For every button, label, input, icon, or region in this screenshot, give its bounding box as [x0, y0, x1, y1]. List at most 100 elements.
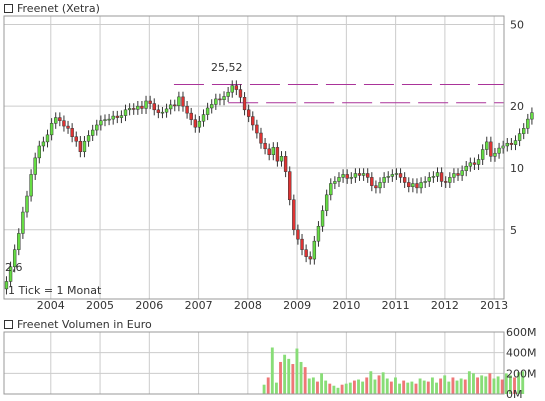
- volume-bar: [291, 364, 295, 394]
- volume-bar: [303, 367, 307, 394]
- volume-bar: [463, 379, 467, 394]
- candle-body: [386, 176, 390, 178]
- volume-bar: [361, 381, 365, 394]
- candle-body: [316, 226, 321, 242]
- volume-bar: [492, 378, 496, 394]
- candle-body: [197, 120, 202, 128]
- volume-bar: [451, 377, 455, 394]
- candle-body: [111, 115, 115, 120]
- candle-body: [275, 147, 280, 162]
- price-x-tick-label: 2010: [332, 299, 360, 312]
- candle-body: [168, 104, 173, 110]
- candle-body: [95, 124, 99, 131]
- candle-body: [456, 173, 460, 176]
- price-y-tick-label: 5: [510, 224, 517, 237]
- candle-body: [62, 120, 66, 127]
- candle-body: [526, 118, 530, 129]
- candle-body: [517, 133, 522, 141]
- resistance-lines: [173, 84, 504, 104]
- candle-body: [107, 118, 111, 121]
- candle-body: [448, 177, 452, 183]
- volume-bars: [262, 347, 525, 394]
- candle-body: [476, 159, 481, 165]
- price-legend-label: Freenet (Xetra): [17, 1, 100, 15]
- volume-bar: [459, 378, 463, 394]
- volume-bar: [328, 383, 332, 394]
- volume-bar: [480, 375, 484, 394]
- candle-body: [144, 100, 148, 109]
- volume-bar: [443, 375, 447, 394]
- candle-body: [160, 111, 165, 114]
- price-x-tick-label: 2006: [135, 299, 163, 312]
- candle-body: [345, 174, 349, 179]
- volume-bar: [484, 376, 488, 394]
- candle-body: [439, 172, 444, 182]
- candle-body: [271, 147, 275, 155]
- candle-body: [255, 124, 259, 134]
- volume-bar: [365, 377, 369, 394]
- candle-body: [472, 162, 477, 165]
- candle-body: [70, 128, 74, 137]
- candle-body: [210, 104, 214, 109]
- candle-body: [90, 129, 95, 136]
- volume-bar: [262, 384, 266, 394]
- candle-body: [8, 266, 13, 282]
- price-x-tick-labels: 2004 2005 2006 2007 2008 2009 2010 2011 2012 2013: [37, 299, 508, 312]
- volume-bar: [373, 379, 377, 394]
- volume-bar: [389, 381, 393, 394]
- volume-bar: [307, 378, 311, 394]
- candle-body: [296, 229, 300, 240]
- volume-legend-label: Freenet Volumen in Euro: [17, 317, 152, 331]
- volume-bar: [467, 371, 471, 394]
- volume-plot-frame: [3, 331, 505, 395]
- candle-body: [320, 210, 325, 227]
- volume-y-tick-label: 600M: [506, 326, 537, 339]
- candle-body: [21, 211, 25, 234]
- candle-body: [242, 97, 247, 111]
- volume-bar: [410, 381, 414, 394]
- candle-body: [361, 173, 366, 176]
- candle-body: [246, 109, 251, 117]
- volume-bar: [320, 373, 324, 394]
- volume-legend-swatch: [4, 319, 13, 329]
- candle-body: [17, 233, 21, 250]
- candle-body: [444, 181, 448, 183]
- volume-bar: [435, 382, 438, 394]
- volume-bar: [299, 361, 303, 394]
- candle-body: [29, 174, 33, 197]
- candle-body: [505, 142, 509, 147]
- candle-body: [222, 96, 226, 100]
- candle-body: [435, 172, 440, 177]
- price-grid: [4, 16, 504, 299]
- candle-body: [201, 114, 206, 122]
- volume-bar: [426, 381, 430, 394]
- candle-body: [148, 100, 152, 104]
- price-x-tick-label: 2008: [234, 299, 262, 312]
- volume-y-tick-label: 200M: [506, 367, 537, 380]
- candle-body: [119, 115, 124, 118]
- volume-bar: [279, 361, 282, 394]
- volume-bar: [381, 372, 385, 394]
- candle-body: [300, 238, 304, 250]
- candle-body: [234, 85, 239, 90]
- volume-bar: [336, 387, 340, 394]
- candle-body: [382, 177, 386, 183]
- candle-body: [66, 125, 70, 129]
- volume-bar: [402, 380, 406, 394]
- candle-body: [86, 135, 91, 142]
- candle-body: [304, 249, 308, 257]
- candle-body: [378, 182, 382, 189]
- price-x-tick-label: 2007: [185, 299, 213, 312]
- candle-body: [259, 132, 263, 144]
- candle-body: [464, 165, 468, 171]
- candle-body: [115, 115, 119, 118]
- candle-body: [349, 177, 353, 179]
- candle-body: [189, 112, 193, 120]
- candle-body: [513, 140, 518, 145]
- candle-body: [58, 117, 62, 121]
- candle-body: [333, 181, 337, 184]
- candle-body: [238, 89, 243, 98]
- candle-body: [501, 145, 505, 149]
- candle-body: [78, 140, 83, 152]
